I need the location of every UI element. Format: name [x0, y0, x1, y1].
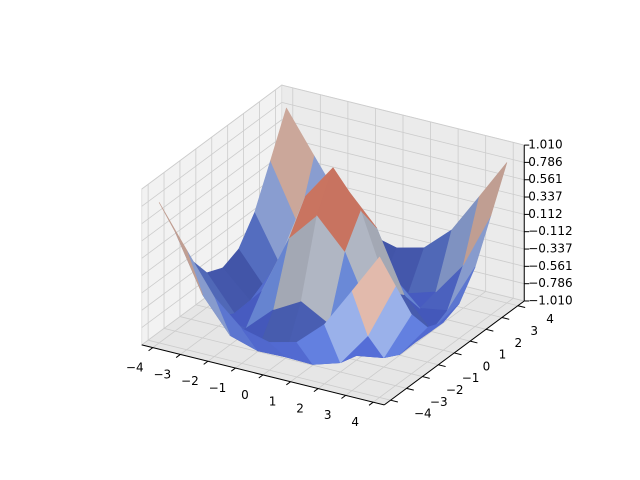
grid-line: [141, 171, 282, 276]
x-tick-label: −3: [153, 367, 171, 381]
y-tick: [390, 399, 398, 403]
grid-line: [141, 84, 282, 190]
surface-facet: [351, 256, 396, 336]
surface-facet: [158, 202, 203, 296]
x-tick-label: 0: [241, 388, 249, 402]
x-tick: [203, 360, 209, 365]
grid-line: [141, 136, 282, 242]
y-tick: [422, 376, 430, 379]
x-tick-label: −4: [126, 361, 144, 375]
y-tick: [501, 317, 510, 320]
y-tick-label: 0: [483, 359, 491, 373]
y-tick-label: 3: [530, 324, 538, 338]
grid-line: [141, 119, 282, 224]
x-tick-label: 3: [324, 408, 332, 422]
grid-line: [148, 339, 391, 401]
y-tick-label: −1: [462, 371, 480, 385]
y-tick-label: 4: [546, 312, 554, 326]
y-tick-label: 2: [514, 336, 522, 350]
z-tick-label: 0.786: [528, 155, 562, 169]
x-tick: [258, 374, 264, 379]
surface-facet: [270, 107, 315, 225]
x-tick-label: 2: [296, 401, 304, 415]
y-tick: [438, 364, 446, 368]
y-tick-label: −3: [430, 395, 448, 409]
y-tick: [517, 305, 526, 308]
y-tick: [470, 340, 478, 344]
z-tick-label: −0.786: [528, 276, 572, 290]
x-tick-label: −2: [181, 374, 199, 388]
x-axis: [141, 344, 385, 406]
x-tick: [175, 354, 181, 358]
x-tick: [368, 401, 374, 406]
z-tick-label: −0.112: [528, 224, 572, 238]
z-tick-label: 0.112: [528, 207, 562, 221]
z-tick-label: 0.561: [528, 172, 562, 186]
x-tick: [313, 388, 319, 393]
y-tick: [454, 352, 462, 356]
x-tick-label: 1: [269, 395, 277, 409]
z-tick-label: −1.010: [528, 293, 572, 307]
x-tick: [148, 347, 154, 352]
grid-line: [281, 136, 525, 198]
grid-line: [141, 154, 282, 259]
x-tick: [341, 394, 346, 399]
x-tick-label: 4: [351, 415, 359, 429]
y-tick: [485, 328, 494, 332]
grid-line: [281, 101, 525, 163]
grid-line: [281, 119, 525, 181]
x-tick-label: −1: [209, 381, 227, 395]
y-tick: [406, 387, 414, 391]
z-tick-label: 0.337: [528, 190, 562, 204]
z-tick-label: 1.010: [528, 138, 562, 152]
z-tick-label: −0.561: [528, 259, 572, 273]
y-tick-label: −4: [414, 407, 432, 421]
z-tick-label: −0.337: [528, 242, 572, 256]
y-tick-label: 1: [499, 348, 507, 362]
y-tick-label: −2: [446, 383, 464, 397]
surface-facet: [463, 162, 508, 266]
x-tick: [286, 381, 291, 386]
grid-line: [281, 84, 525, 146]
surface-facet: [316, 167, 361, 252]
grid-line: [141, 102, 282, 207]
grid-line: [163, 327, 407, 389]
y-axis: [383, 300, 525, 406]
x-tick: [230, 367, 236, 372]
